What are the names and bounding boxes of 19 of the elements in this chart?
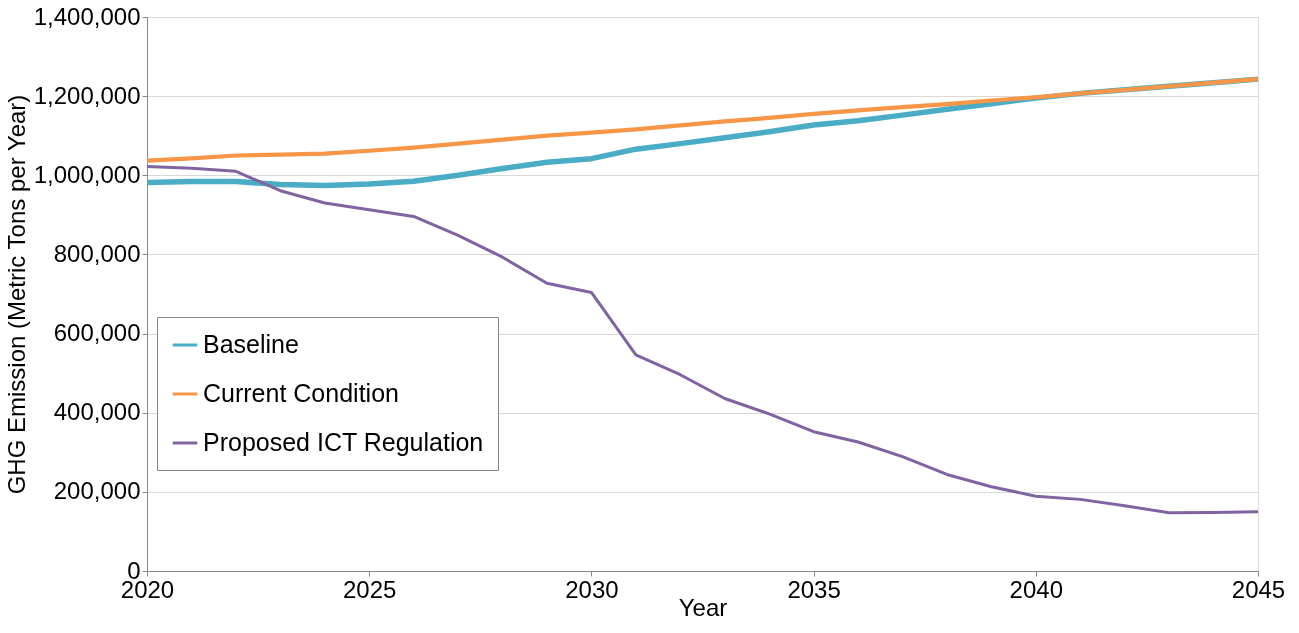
y-tick-label: 600,000 bbox=[53, 319, 141, 347]
x-tick-label: 2040 bbox=[1009, 575, 1063, 603]
y-tick-label: 1,000,000 bbox=[33, 160, 141, 188]
x-axis-title: Year bbox=[678, 593, 728, 621]
line-series bbox=[144, 77, 1261, 163]
y-tick-label: 1,200,000 bbox=[33, 81, 141, 109]
line-series bbox=[145, 165, 1260, 515]
y-axis-title: GHG Emission (Metric Tons per Year) bbox=[2, 94, 30, 495]
legend-label: Proposed ICT Regulation bbox=[203, 428, 484, 456]
x-tick-label: 2035 bbox=[787, 575, 841, 603]
x-tick-label: 2025 bbox=[343, 575, 397, 603]
y-tick-label: 400,000 bbox=[53, 398, 141, 426]
y-tick-label: 200,000 bbox=[53, 477, 141, 505]
legend-label: Current Condition bbox=[203, 379, 399, 407]
x-tick-label: 2030 bbox=[565, 575, 619, 603]
x-tick-label: 2045 bbox=[1231, 575, 1286, 603]
y-tick-label: 1,400,000 bbox=[33, 2, 141, 30]
y-tick-label: 800,000 bbox=[53, 239, 141, 267]
legend-label: Baseline bbox=[203, 330, 299, 358]
